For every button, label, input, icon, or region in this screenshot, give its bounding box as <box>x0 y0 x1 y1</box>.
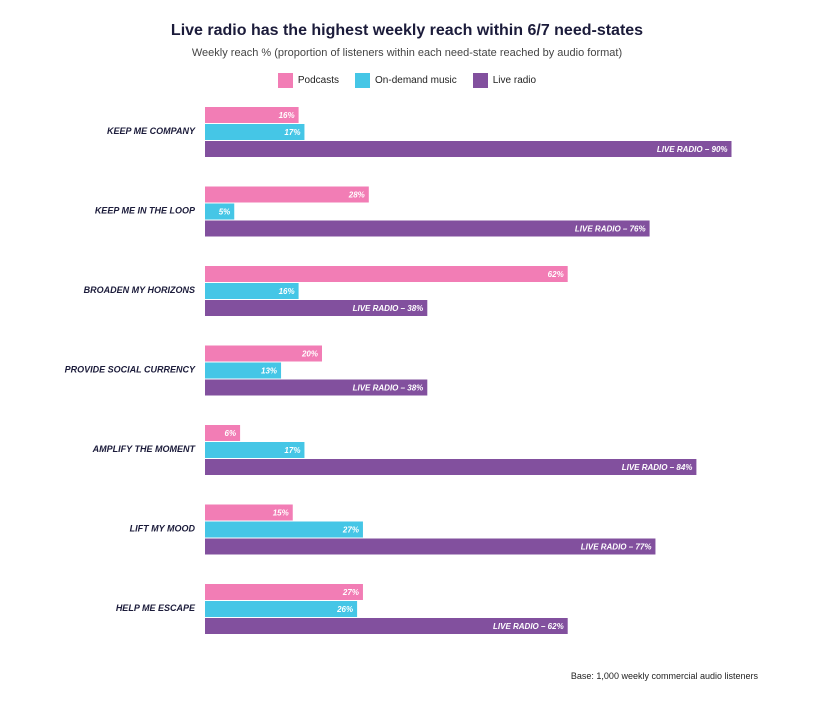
bar-value-label: 15% <box>273 509 289 518</box>
bar-group-broaden-my-horizons: BROADEN MY HORIZONS 62% 16% LIVE RADIO – 38… <box>84 266 568 316</box>
bar-value-label: LIVE RADIO – 90% <box>657 145 728 154</box>
category-label: BROADEN MY HORIZONS <box>84 285 195 295</box>
bar-value-label: 20% <box>301 350 318 359</box>
bar-value-label: 13% <box>261 367 277 376</box>
legend: Podcasts On-demand music Live radio <box>0 73 814 88</box>
bar-live-radio <box>205 459 697 475</box>
legend-swatch-podcasts <box>277 73 293 88</box>
bar-value-label: LIVE RADIO – 38% <box>353 384 424 393</box>
bar-group-provide-social-currency: PROVIDE SOCIAL CURRENCY 20% 13% LIVE RADIO … <box>65 345 428 396</box>
legend-label-podcasts: Podcasts <box>297 75 340 86</box>
category-label: PROVIDE SOCIAL CURRENCY <box>65 365 196 375</box>
bar-value-label: 16% <box>279 287 295 296</box>
bar-live-radio <box>205 618 568 634</box>
legend-label-on-demand-music: On-demand music <box>375 75 457 86</box>
legend-swatch-live-radio <box>472 73 488 88</box>
legend-label-live-radio: Live radio <box>492 75 537 86</box>
bar-value-label: LIVE RADIO – 84% <box>622 463 693 472</box>
bar-podcasts <box>205 107 299 123</box>
bar-on-demand-music <box>205 283 299 299</box>
chart-title: Live radio has the highest weekly reach … <box>170 22 644 39</box>
bar-value-label: LIVE RADIO – 38% <box>353 304 424 313</box>
bar-value-label: 28% <box>348 191 365 200</box>
category-label: KEEP ME IN THE LOOP <box>95 206 196 216</box>
bar-value-label: 27% <box>342 526 359 535</box>
bar-podcasts <box>205 584 363 600</box>
bar-group-lift-my-mood: LIFT MY MOOD 15% 27% LIVE RADIO – 77% <box>130 504 656 555</box>
bar-value-label: 17% <box>284 446 300 455</box>
bar-podcasts <box>205 266 568 282</box>
bar-on-demand-music <box>205 362 282 379</box>
bar-value-label: 27% <box>342 588 359 597</box>
chart-subtitle: Weekly reach % (proportion of listeners … <box>191 47 623 59</box>
bar-podcasts <box>205 504 293 521</box>
bar-live-radio <box>205 141 732 157</box>
bar-on-demand-music <box>205 203 235 220</box>
category-label: KEEP ME COMPANY <box>107 126 196 136</box>
bar-group-keep-me-in-the-loop: KEEP ME IN THE LOOP 28% 5% LIVE RADIO – 76% <box>95 186 650 237</box>
bar-on-demand-music <box>205 124 305 140</box>
bar-group-keep-me-company: KEEP ME COMPANY 16% 17% LIVE RADIO – 90% <box>107 107 732 157</box>
bar-on-demand-music <box>205 601 358 617</box>
bar-live-radio <box>205 538 656 555</box>
bar-live-radio <box>205 379 428 396</box>
bar-group-amplify-the-moment: AMPLIFY THE MOMENT 6% 17% LIVE RADIO – 84% <box>92 425 697 475</box>
bar-value-label: 62% <box>548 270 564 279</box>
bar-on-demand-music <box>205 442 305 458</box>
bar-on-demand-music <box>205 521 363 538</box>
legend-item-on-demand-music: On-demand music <box>355 73 457 88</box>
bar-value-label: 6% <box>225 429 237 438</box>
bar-value-label: 17% <box>284 128 300 137</box>
bar-podcasts <box>205 425 241 441</box>
legend-item-podcasts: Podcasts <box>277 73 340 88</box>
legend-swatch-on-demand-music <box>355 73 371 88</box>
bar-group-help-me-escape: HELP ME ESCAPE 27% 26% LIVE RADIO – 62% <box>116 584 568 634</box>
category-label: AMPLIFY THE MOMENT <box>92 444 197 454</box>
bar-value-label: LIVE RADIO – 77% <box>581 543 652 552</box>
bar-value-label: 26% <box>336 605 353 614</box>
legend-item-live-radio: Live radio <box>472 73 537 88</box>
bar-live-radio <box>205 220 650 237</box>
bar-value-label: LIVE RADIO – 62% <box>493 622 564 631</box>
category-label: LIFT MY MOOD <box>130 524 196 534</box>
category-label: HELP ME ESCAPE <box>116 603 196 613</box>
bar-podcasts <box>205 186 369 203</box>
base-note: Base: 1,000 weekly commercial audio list… <box>570 671 758 681</box>
bar-value-label: 5% <box>219 208 231 217</box>
bar-value-label: 16% <box>279 111 295 120</box>
bar-podcasts <box>205 345 322 362</box>
bar-live-radio <box>205 300 428 316</box>
bar-value-label: LIVE RADIO – 76% <box>575 225 646 234</box>
